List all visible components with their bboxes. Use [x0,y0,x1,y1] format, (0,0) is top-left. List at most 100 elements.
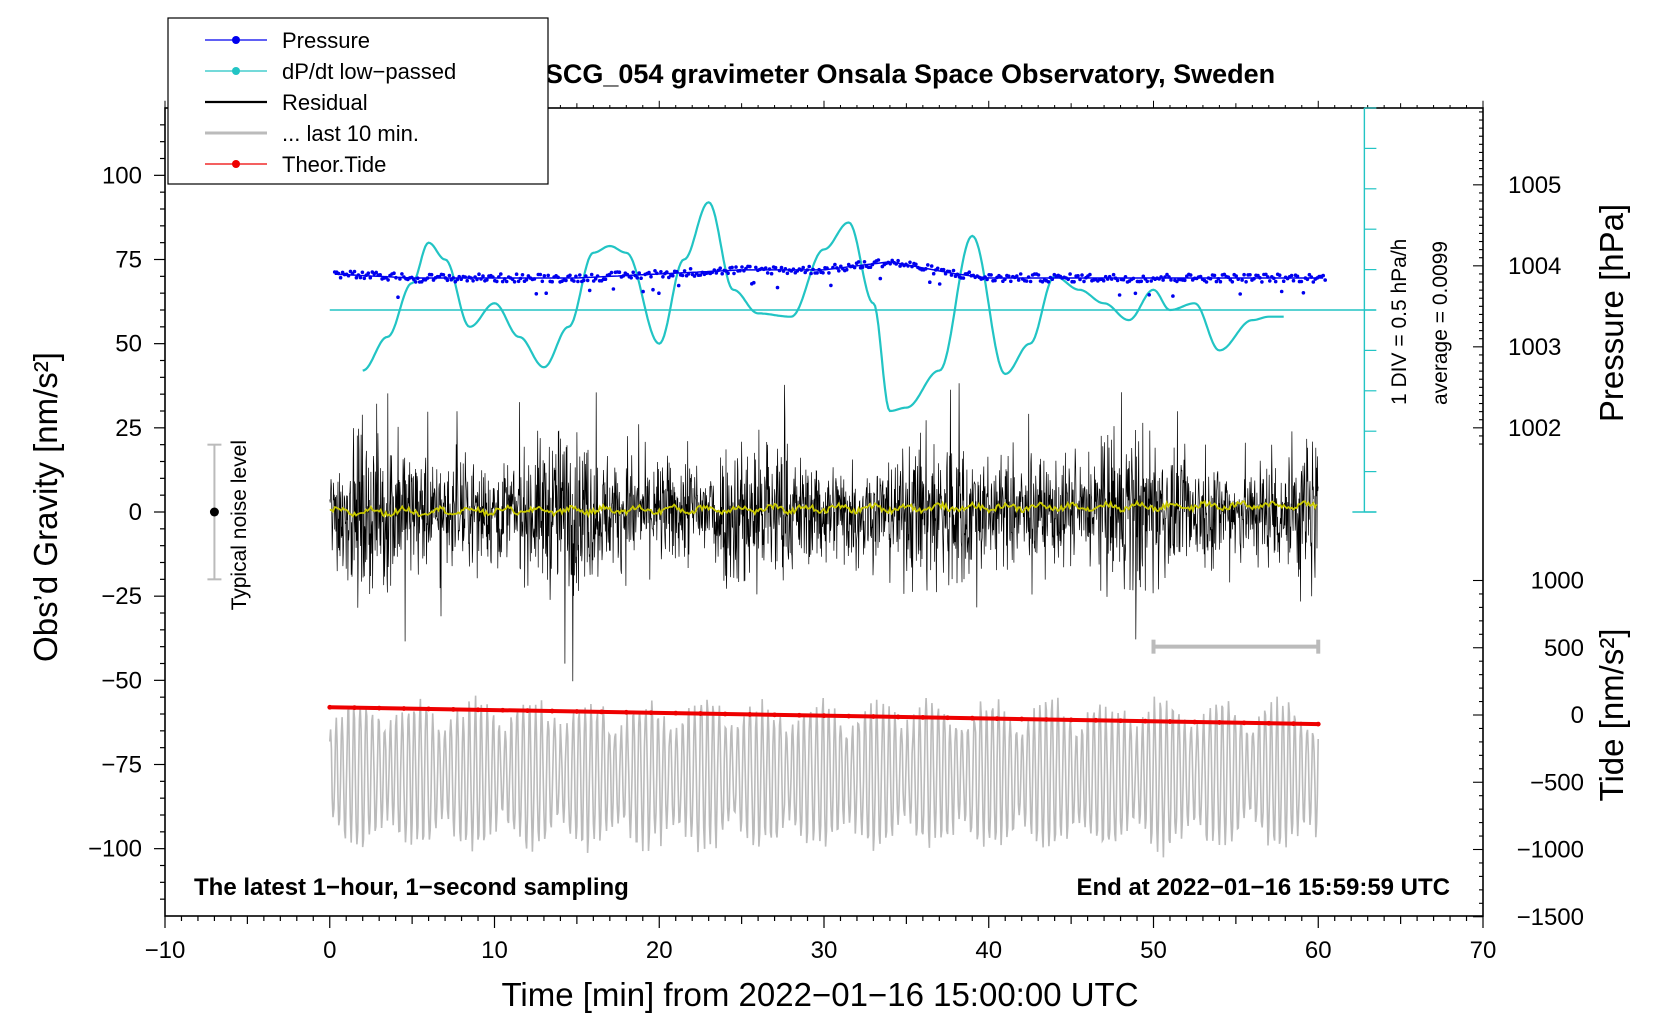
pressure-point [651,287,655,292]
pressure-point [1082,279,1086,284]
pressure-point [1301,291,1306,295]
y-tick-label: 50 [115,331,142,358]
pressure-point [1145,279,1149,284]
pressure-point [1230,280,1235,284]
pressure-point [862,260,867,264]
tide-point [500,707,506,713]
pressure-point [767,267,772,271]
y-tick-label: 25 [115,415,142,442]
pressure-point [1258,276,1262,280]
pressure-point [1072,280,1076,284]
pressure-point [740,265,744,269]
legend-item: Residual [205,90,368,115]
tide-point [1217,720,1222,725]
pressure-point [499,272,503,276]
pressure-point [714,271,719,275]
tide-point [599,709,604,715]
pressure-point [983,275,987,279]
tide-point [623,709,629,715]
pressure-point [1103,274,1108,279]
pressure-point [1161,278,1165,282]
pressure-point [732,271,736,276]
pressure-point [532,277,537,281]
residual-smoothed-line [329,499,1318,519]
pressure-point [1121,277,1126,282]
pressure-point [1149,279,1153,283]
pressure-point [1216,277,1221,281]
tide-tick-label: −500 [1530,769,1584,796]
pressure-point [876,258,881,262]
pressure-point [589,272,594,277]
pressure-point [520,273,525,277]
series-layer [327,107,1377,858]
pressure-point [765,271,770,275]
noise-level-indicator: Typical noise level [207,440,251,610]
pressure-point [1183,278,1187,283]
tide-point [945,715,950,721]
x-axis: −10 0 10 20 30 40 50 60 70 [145,100,1496,964]
pressure-point [1311,280,1316,284]
pressure-point [481,274,485,278]
pressure-point [1101,278,1106,283]
pressure-point [469,276,473,280]
pressure-point [621,274,626,278]
pressure-point [999,275,1003,279]
pressure-point [1050,277,1055,282]
tide-point [1241,720,1247,726]
legend-label: Residual [282,90,368,115]
pressure-point [1266,275,1270,279]
pressure-point [360,270,365,275]
pressure-point [888,262,892,266]
pressure-point [682,269,687,273]
legend-label: Pressure [282,28,370,53]
tide-point [1118,718,1123,724]
pressure-point [967,270,972,275]
pressure-point [811,267,815,272]
tide-point [1266,720,1272,726]
pressure-point [1226,275,1231,280]
annotation-bottom-right: End at 2022−01−16 15:59:59 UTC [1076,874,1450,901]
pressure-point [1107,274,1112,279]
annotation-bottom-left: The latest 1−hour, 1−second sampling [194,874,629,901]
tide-point [846,713,852,719]
tide-point [1142,718,1148,724]
pressure-point [356,273,361,277]
pressure-point [578,273,582,277]
pressure-point [1147,293,1151,297]
pressure-point [949,273,954,277]
y-axis-label-tide: Tide [nm/s²] [1593,629,1630,802]
pressure-point [688,267,693,271]
pressure-point [1169,278,1173,282]
pressure-tick-label: 1002 [1508,415,1561,442]
pressure-point [655,271,659,276]
pressure-point [587,288,592,293]
pressure-point [661,275,665,279]
pressure-point [801,265,805,270]
pressure-point [546,273,550,278]
dpdt-scale-note: 1 DIV = 0.5 hPa/h [1388,239,1411,405]
pressure-point [637,271,641,275]
pressure-point [1088,272,1092,277]
pressure-tick-label: 1003 [1508,334,1561,361]
pressure-point [827,271,831,275]
pressure-tick-label: 1005 [1508,172,1561,199]
pressure-point [1167,275,1171,279]
pressure-point [807,264,811,269]
pressure-point [495,279,499,284]
pressure-point [1080,273,1084,277]
noise-level-dot [209,507,219,517]
residual-line [329,383,1319,682]
pressure-point [479,277,483,281]
pressure-point [1003,277,1007,282]
pressure-point [1078,277,1082,282]
pressure-point [455,277,460,282]
tide-tick-label: −1500 [1517,904,1584,931]
pressure-point [680,273,685,278]
pressure-point [852,265,857,270]
pressure-point [785,271,790,276]
y-axis-tide: 1000 500 0 −500 −1000 −1500 [1473,568,1584,931]
tide-point [895,714,901,720]
pressure-point [445,278,450,283]
pressure-point [1277,273,1282,278]
